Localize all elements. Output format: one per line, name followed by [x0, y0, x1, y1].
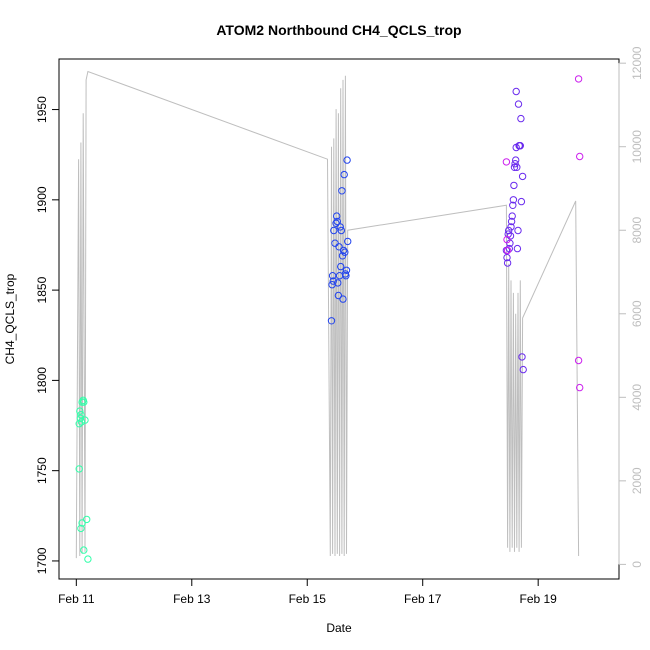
- data-point-4-1: [502, 158, 511, 166]
- data-point-3-14: [510, 181, 518, 190]
- data-point-2-20: [339, 246, 348, 255]
- y2-tick-label: 6000: [630, 300, 644, 327]
- chart-title: ATOM2 Northbound CH4_QCLS_trop: [216, 22, 461, 38]
- y2-axis: 0 2000 4000 6000 8000 10000 12000: [618, 46, 644, 568]
- data-point-2-8: [333, 212, 341, 220]
- data-point-1-3: [76, 414, 85, 422]
- data-point-3-10: [507, 217, 516, 226]
- data-point-2-21: [340, 170, 348, 179]
- data-point-2-14: [336, 223, 344, 231]
- data-point-1-12: [78, 519, 86, 527]
- data-point-2-19: [339, 295, 347, 303]
- data-point-3-13: [509, 196, 518, 204]
- data-point-3-5: [505, 226, 513, 235]
- y-tick-label: 1800: [35, 367, 49, 394]
- data-point-2-10: [334, 279, 342, 287]
- data-point-2-18: [338, 252, 347, 260]
- data-point-1-4: [75, 420, 83, 428]
- data-point-2-3: [328, 272, 337, 280]
- y-axis: 1700 1750 1800 1850 1900 1950: [35, 96, 60, 574]
- data-point-4-4: [574, 75, 583, 83]
- y-axis-label: CH4_QCLS_trop: [3, 273, 17, 364]
- data-point-4-2: [503, 235, 511, 244]
- data-point-3-15: [510, 163, 519, 172]
- y-tick-label: 1700: [35, 547, 49, 574]
- data-point-3-19: [513, 163, 521, 172]
- y2-tick-label: 0: [630, 561, 644, 568]
- data-point-2-25: [342, 266, 351, 274]
- data-point-1-6: [77, 418, 86, 426]
- data-point-3-4: [504, 230, 512, 238]
- data-point-3-22: [514, 100, 523, 108]
- data-point-1-2: [76, 407, 84, 415]
- data-point-2-26: [343, 156, 351, 164]
- x-axis-label: Date: [326, 621, 352, 635]
- data-point-2-27: [344, 237, 352, 246]
- data-point-3-2: [503, 253, 511, 262]
- data-point-2-17: [338, 187, 346, 195]
- data-point-2-12: [335, 243, 343, 251]
- data-point-3-11: [508, 212, 516, 220]
- data-point-4-3: [503, 246, 512, 255]
- data-point-3-25: [516, 142, 524, 150]
- y2-tick-label: 2000: [630, 467, 644, 494]
- y-tick-label: 1750: [35, 457, 49, 484]
- data-point-3-20: [513, 244, 522, 253]
- data-point-4-7: [576, 383, 584, 392]
- data-point-1-10: [81, 416, 89, 424]
- altitude-line: [75, 70, 580, 559]
- data-point-3-29: [518, 172, 527, 181]
- data-point-2-5: [330, 226, 338, 235]
- y2-tick-label: 12000: [630, 46, 644, 80]
- data-point-3-16: [511, 160, 519, 168]
- y-tick-label: 1850: [35, 276, 49, 303]
- data-point-3-17: [512, 156, 520, 164]
- data-point-3-27: [517, 197, 526, 206]
- data-point-2-1: [327, 317, 336, 325]
- data-point-2-16: [337, 226, 345, 235]
- data-point-2-7: [332, 219, 340, 228]
- data-point-1-9: [80, 398, 88, 406]
- data-point-1-13: [83, 515, 91, 524]
- y2-tick-label: 10000: [630, 130, 644, 164]
- data-point-2-4: [329, 277, 337, 285]
- x-tick-label: Feb 15: [289, 592, 327, 606]
- data-point-2-11: [334, 291, 343, 300]
- y2-tick-label: 8000: [630, 217, 644, 244]
- x-tick-label: Feb 17: [404, 592, 442, 606]
- x-tick-label: Feb 13: [173, 592, 211, 606]
- data-point-3-12: [509, 201, 517, 210]
- data-point-3-28: [518, 353, 526, 361]
- data-point-3-26: [517, 114, 525, 123]
- data-point-4-5: [576, 152, 584, 161]
- x-tick-label: Feb 11: [58, 592, 95, 606]
- y2-tick-label: 4000: [630, 384, 644, 411]
- data-point-3-9: [507, 223, 515, 231]
- data-point-1-11: [77, 524, 85, 533]
- data-point-2-15: [337, 262, 345, 271]
- data-point-1-14: [80, 546, 88, 554]
- data-point-2-22: [341, 248, 349, 256]
- x-tick-label: Feb 19: [519, 592, 557, 606]
- points-layer: [75, 75, 584, 563]
- data-point-3-3: [503, 259, 512, 267]
- data-point-1-1: [75, 465, 83, 473]
- data-point-1-5: [77, 411, 85, 419]
- data-point-3-30: [519, 365, 527, 374]
- data-point-2-24: [342, 272, 350, 280]
- data-point-2-6: [331, 239, 339, 247]
- altitude-layer: [75, 70, 580, 559]
- y-tick-label: 1900: [35, 186, 49, 213]
- data-point-3-6: [505, 244, 513, 253]
- x-axis: Feb 11 Feb 13 Feb 15 Feb 17 Feb 19: [58, 578, 557, 606]
- data-point-4-6: [574, 356, 583, 365]
- data-point-3-21: [514, 226, 522, 235]
- data-point-3-31: [512, 87, 520, 96]
- data-point-1-15: [84, 555, 92, 563]
- y-tick-label: 1950: [35, 96, 49, 123]
